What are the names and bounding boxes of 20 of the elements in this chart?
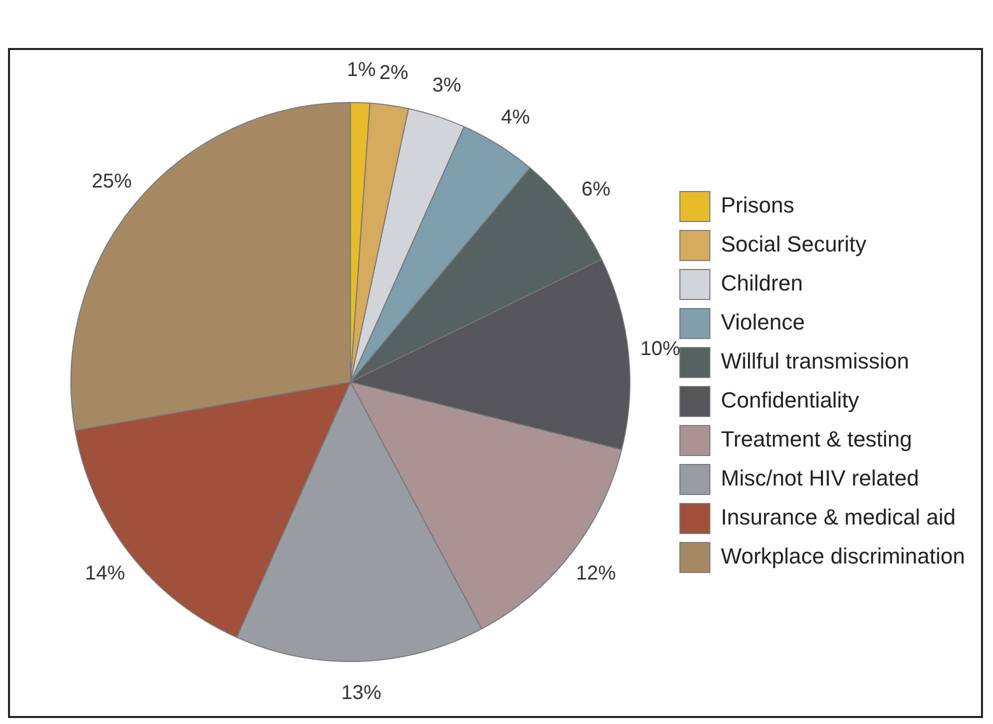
legend-label: Insurance & medical aid	[720, 504, 956, 530]
data-label: 10%	[640, 338, 680, 360]
data-label: 14%	[84, 562, 126, 584]
legend-label: Workplace discrimination	[720, 544, 966, 569]
data-label: 13%	[341, 682, 382, 704]
legend-label: Prisons	[720, 192, 794, 218]
legend-label: Social Security	[720, 232, 866, 257]
data-label: 6%	[581, 178, 611, 201]
data-label: 3%	[432, 74, 462, 96]
legend-label: Children	[720, 270, 803, 296]
legend-label: Willful transmission	[720, 348, 910, 374]
legend-label: Confidentiality	[720, 388, 860, 413]
legend-label: Violence	[720, 310, 805, 335]
data-label: 2%	[379, 62, 408, 84]
legend-label: Misc/not HIV related	[720, 466, 919, 491]
data-label: 4%	[501, 106, 530, 128]
data-label: 12%	[576, 562, 616, 584]
data-label: 25%	[92, 170, 132, 192]
data-label: 1%	[346, 59, 376, 82]
legend-label: Treatment & testing	[720, 426, 912, 452]
